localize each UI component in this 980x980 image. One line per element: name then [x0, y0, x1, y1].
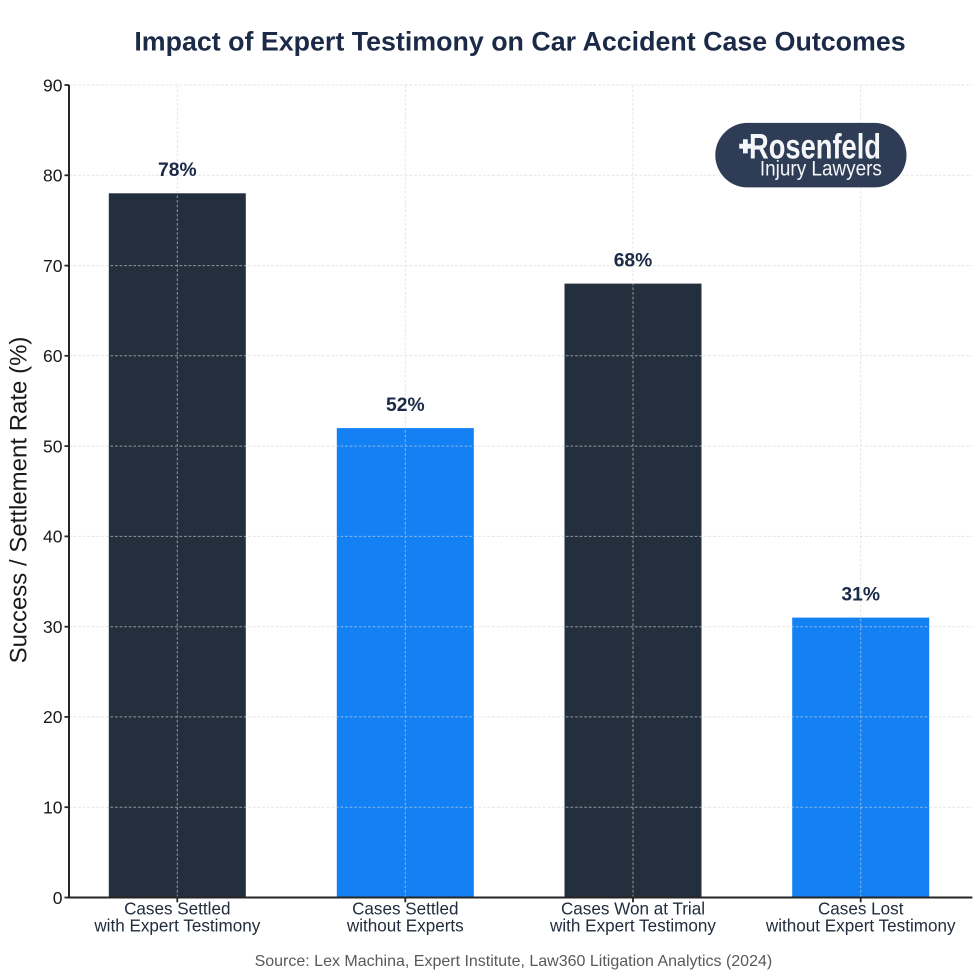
svg-text:80: 80 — [43, 166, 63, 186]
svg-text:78%: 78% — [158, 160, 197, 181]
svg-text:Success / Settlement Rate (%): Success / Settlement Rate (%) — [6, 337, 33, 664]
svg-text:52%: 52% — [386, 395, 425, 416]
svg-text:31%: 31% — [841, 584, 880, 605]
svg-text:20: 20 — [43, 707, 63, 727]
svg-text:68%: 68% — [614, 250, 653, 271]
svg-text:60: 60 — [43, 346, 63, 366]
svg-text:50: 50 — [43, 436, 63, 456]
svg-text:Injury Lawyers: Injury Lawyers — [760, 158, 882, 181]
svg-text:30: 30 — [43, 617, 63, 637]
svg-text:90: 90 — [43, 75, 63, 95]
svg-text:0: 0 — [53, 888, 63, 908]
svg-text:10: 10 — [43, 798, 63, 818]
svg-text:Rosenfeld: Rosenfeld — [749, 128, 881, 167]
svg-text:40: 40 — [43, 527, 63, 547]
svg-text:Impact of Expert Testimony on: Impact of Expert Testimony on Car Accide… — [134, 27, 905, 57]
svg-text:70: 70 — [43, 256, 63, 276]
svg-text:Source: Lex Machina, Expert In: Source: Lex Machina, Expert Institute, L… — [255, 953, 773, 970]
